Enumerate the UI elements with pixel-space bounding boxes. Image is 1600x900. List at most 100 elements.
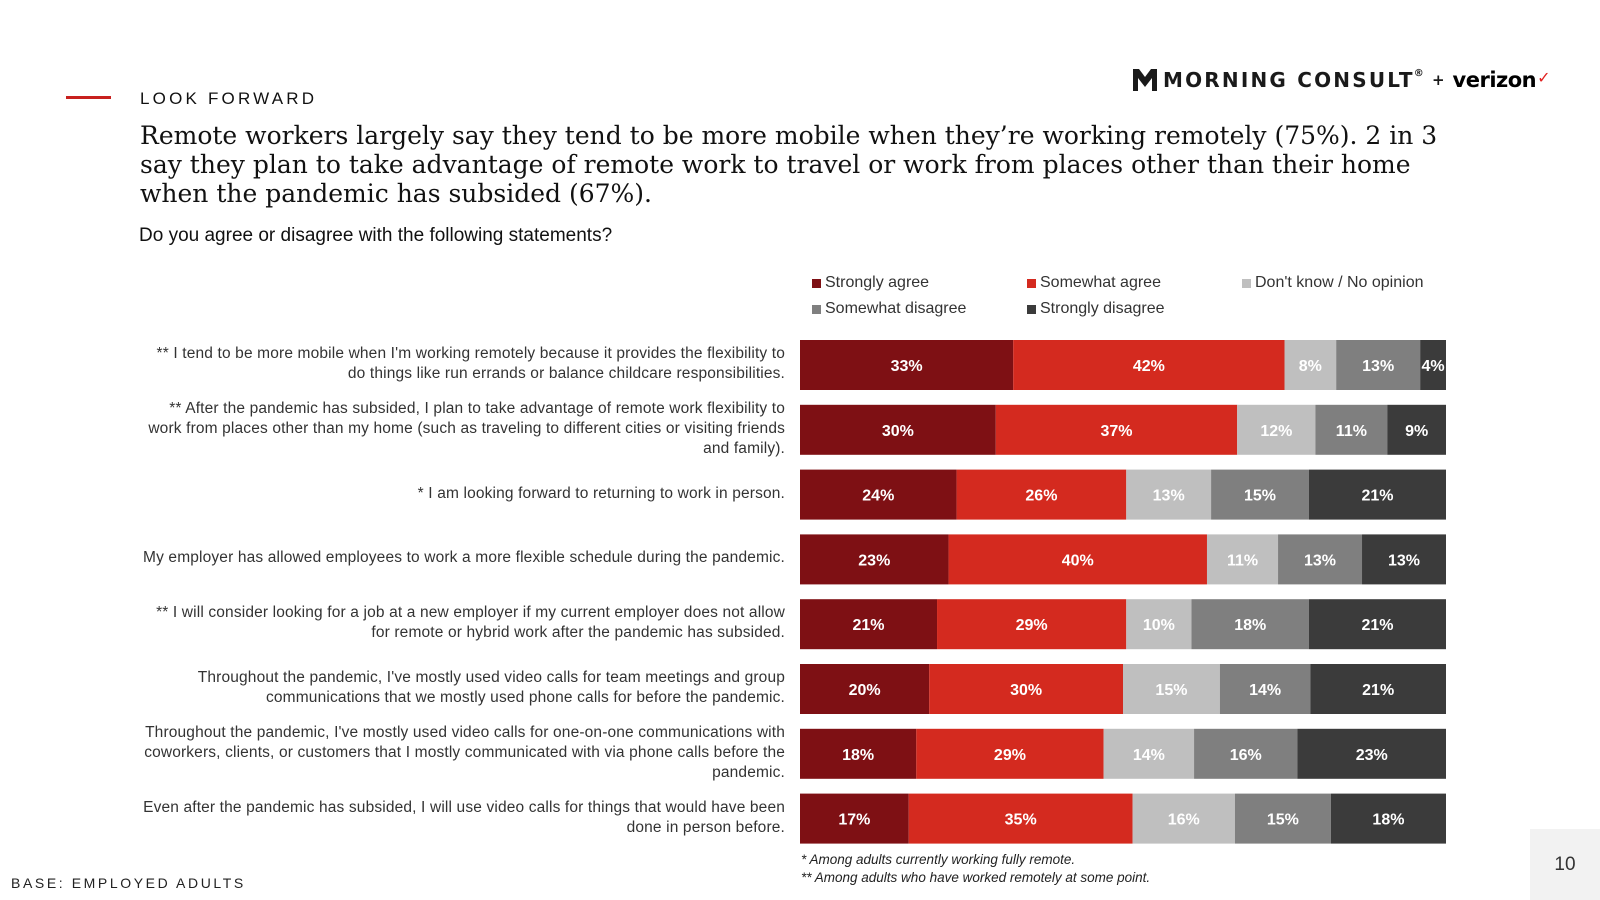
bar-segment: [1362, 534, 1446, 585]
data-label: 11%: [1227, 552, 1258, 569]
bar-segment: [1013, 340, 1285, 390]
logo-plus: +: [1431, 71, 1445, 89]
category-label: Even after the pandemic has subsided, I …: [143, 798, 785, 836]
bar-segment: [1103, 728, 1195, 779]
bar-segment: [956, 469, 1127, 520]
legend-label: Don't know / No opinion: [1255, 274, 1424, 291]
bar-segment: [1420, 340, 1446, 390]
data-label: 42%: [1133, 358, 1165, 375]
bar-segment: [1278, 534, 1363, 585]
bar-segment: [1330, 793, 1446, 844]
page-number: 10: [1554, 853, 1576, 875]
bar-segment: [800, 340, 1014, 390]
data-label: 13%: [1362, 358, 1394, 375]
data-label: 24%: [862, 488, 894, 505]
data-label: 23%: [1356, 747, 1388, 764]
data-label: 14%: [1133, 747, 1165, 764]
category-label: ** After the pandemic has subsided, I pl…: [148, 399, 785, 457]
section-label: LOOK FORWARD: [140, 89, 318, 108]
bar-segment: [916, 728, 1104, 779]
data-label: 14%: [1249, 682, 1281, 699]
data-label: 13%: [1304, 552, 1336, 569]
bar-segment: [1308, 469, 1446, 520]
bar-segment: [800, 728, 917, 779]
data-label: 9%: [1405, 423, 1428, 440]
legend-label: Strongly agree: [825, 274, 930, 291]
data-label: 21%: [1362, 682, 1394, 699]
category-label: * I am looking forward to returning to w…: [417, 484, 785, 502]
data-label: 4%: [1422, 358, 1445, 375]
data-label: 33%: [891, 358, 923, 375]
bar-segment: [800, 469, 957, 520]
bar-segment: [1194, 728, 1298, 779]
legend-swatch: [1242, 278, 1251, 288]
data-label: 35%: [1005, 812, 1037, 829]
bar-row: 21% 29% 10% 18% 21%: [800, 599, 1446, 650]
bar-row: 20% 30% 15% 14% 21%: [800, 664, 1446, 714]
data-label: 12%: [1260, 423, 1292, 440]
bar-segment: [1308, 599, 1446, 650]
bar-row: 33% 42% 8% 13% 4%: [800, 340, 1446, 390]
data-label: 18%: [1234, 617, 1266, 634]
data-label: 20%: [849, 682, 881, 699]
data-label: 21%: [1361, 617, 1393, 634]
footnote-remote: * Among adults currently working fully r…: [801, 852, 1076, 867]
data-label: 21%: [853, 617, 885, 634]
bar-segment: [1310, 664, 1446, 714]
accent-line: [66, 96, 111, 99]
data-label: 8%: [1299, 358, 1322, 375]
bar-segment: [800, 404, 996, 455]
bar-segment: [948, 534, 1207, 585]
data-label: 30%: [882, 423, 914, 440]
category-label: Throughout the pandemic, I've mostly use…: [144, 723, 785, 781]
data-label: 29%: [1016, 617, 1048, 634]
footnote-worked-remotely: ** Among adults who have worked remotely…: [801, 870, 1151, 885]
bar-segment: [1237, 404, 1316, 455]
legend-item-dont-know: Don't know / No opinion: [1242, 274, 1423, 292]
bar-segment: [1297, 728, 1446, 779]
category-label: ** I tend to be more mobile when I'm wor…: [156, 345, 785, 382]
bar-segment: [1126, 469, 1212, 520]
data-label: 15%: [1267, 812, 1299, 829]
data-label: 18%: [1372, 812, 1404, 829]
legend-item-strongly-disagree: Strongly disagree: [1027, 300, 1165, 318]
legend-item-somewhat-agree: Somewhat agree: [1027, 274, 1161, 292]
base-label: BASE: EMPLOYED ADULTS: [11, 875, 246, 891]
bar-segment: [1315, 404, 1388, 455]
legend-label: Somewhat agree: [1040, 274, 1161, 291]
data-label: 16%: [1230, 747, 1262, 764]
brand-logo: MORNING CONSULT® + verizon✓: [1133, 66, 1551, 94]
bar-segment: [995, 404, 1238, 455]
data-label: 16%: [1168, 812, 1200, 829]
data-label: 13%: [1153, 488, 1185, 505]
checkmark-icon: ✓: [1537, 68, 1551, 87]
legend-swatch: [812, 278, 821, 288]
legend-label: Somewhat disagree: [825, 300, 967, 317]
data-label: 11%: [1336, 423, 1367, 440]
category-label: ** I will consider looking for a job at …: [156, 604, 785, 642]
bar-row: 30% 37% 12% 11% 9%: [800, 404, 1446, 455]
data-label: 18%: [842, 747, 874, 764]
bar-row: 23% 40% 11% 13% 13%: [800, 534, 1446, 585]
bar-segment: [1206, 534, 1279, 585]
data-label: 17%: [838, 812, 870, 829]
data-label: 37%: [1100, 423, 1132, 440]
data-label: 10%: [1143, 617, 1175, 634]
legend-label: Strongly disagree: [1040, 300, 1165, 317]
data-label: 15%: [1155, 682, 1187, 699]
bar-segment: [1284, 340, 1337, 390]
legend-swatch: [1027, 304, 1036, 314]
data-label: 23%: [858, 552, 890, 569]
page-number-box: 10: [1530, 829, 1600, 900]
bar-segment: [1336, 340, 1421, 390]
category-label: Throughout the pandemic, I've mostly use…: [197, 669, 785, 706]
bar-segment: [908, 793, 1133, 844]
bar-segment: [1132, 793, 1235, 844]
bar-segment: [800, 664, 930, 714]
bar-segment: [1219, 664, 1311, 714]
data-label: 13%: [1388, 552, 1420, 569]
morning-consult-logo-icon: [1133, 69, 1157, 91]
bar-segment: [1234, 793, 1331, 844]
data-label: 15%: [1244, 488, 1276, 505]
bar-segment: [1191, 599, 1309, 650]
